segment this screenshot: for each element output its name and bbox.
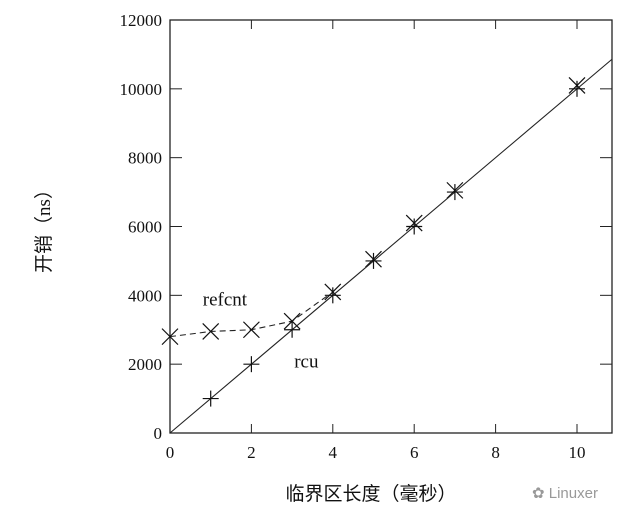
series-line-refcnt xyxy=(169,294,330,338)
data-point-refcnt xyxy=(283,312,301,330)
watermark: ✿ Linuxer xyxy=(532,485,598,502)
data-point-refcnt xyxy=(161,328,179,346)
wechat-icon: ✿ xyxy=(532,485,549,502)
x-tick-label: 8 xyxy=(491,443,500,462)
data-point-rcu xyxy=(284,321,301,338)
x-tick-label: 4 xyxy=(329,443,338,462)
data-point-rcu xyxy=(446,184,463,201)
data-point-rcu xyxy=(406,218,423,235)
plot-frame xyxy=(169,19,613,434)
y-tick-label: 12000 xyxy=(120,11,163,30)
series-line-rcu xyxy=(169,58,613,434)
series-annotation: rcu xyxy=(294,352,319,373)
y-tick-label: 0 xyxy=(154,424,163,443)
data-point-rcu xyxy=(568,80,585,97)
y-tick-label: 2000 xyxy=(128,355,162,374)
y-tick-label: 8000 xyxy=(128,149,162,168)
data-point-rcu xyxy=(243,356,260,373)
data-point-rcu xyxy=(324,287,341,304)
y-tick-label: 4000 xyxy=(128,286,162,305)
y-tick-label: 6000 xyxy=(128,218,162,237)
x-axis-label: 临界区长度（毫秒） xyxy=(285,483,456,505)
data-point-refcnt xyxy=(202,323,220,340)
y-axis-label: 开销（ns） xyxy=(33,180,55,273)
x-tick-label: 0 xyxy=(166,443,175,462)
x-tick-label: 10 xyxy=(568,443,585,462)
data-point-refcnt xyxy=(242,321,260,339)
data-point-rcu xyxy=(202,390,219,407)
x-tick-label: 2 xyxy=(247,443,256,462)
series-annotation: refcnt xyxy=(203,290,248,311)
data-point-rcu xyxy=(365,252,382,269)
y-tick-label: 10000 xyxy=(120,80,163,99)
x-tick-label: 6 xyxy=(410,443,419,462)
